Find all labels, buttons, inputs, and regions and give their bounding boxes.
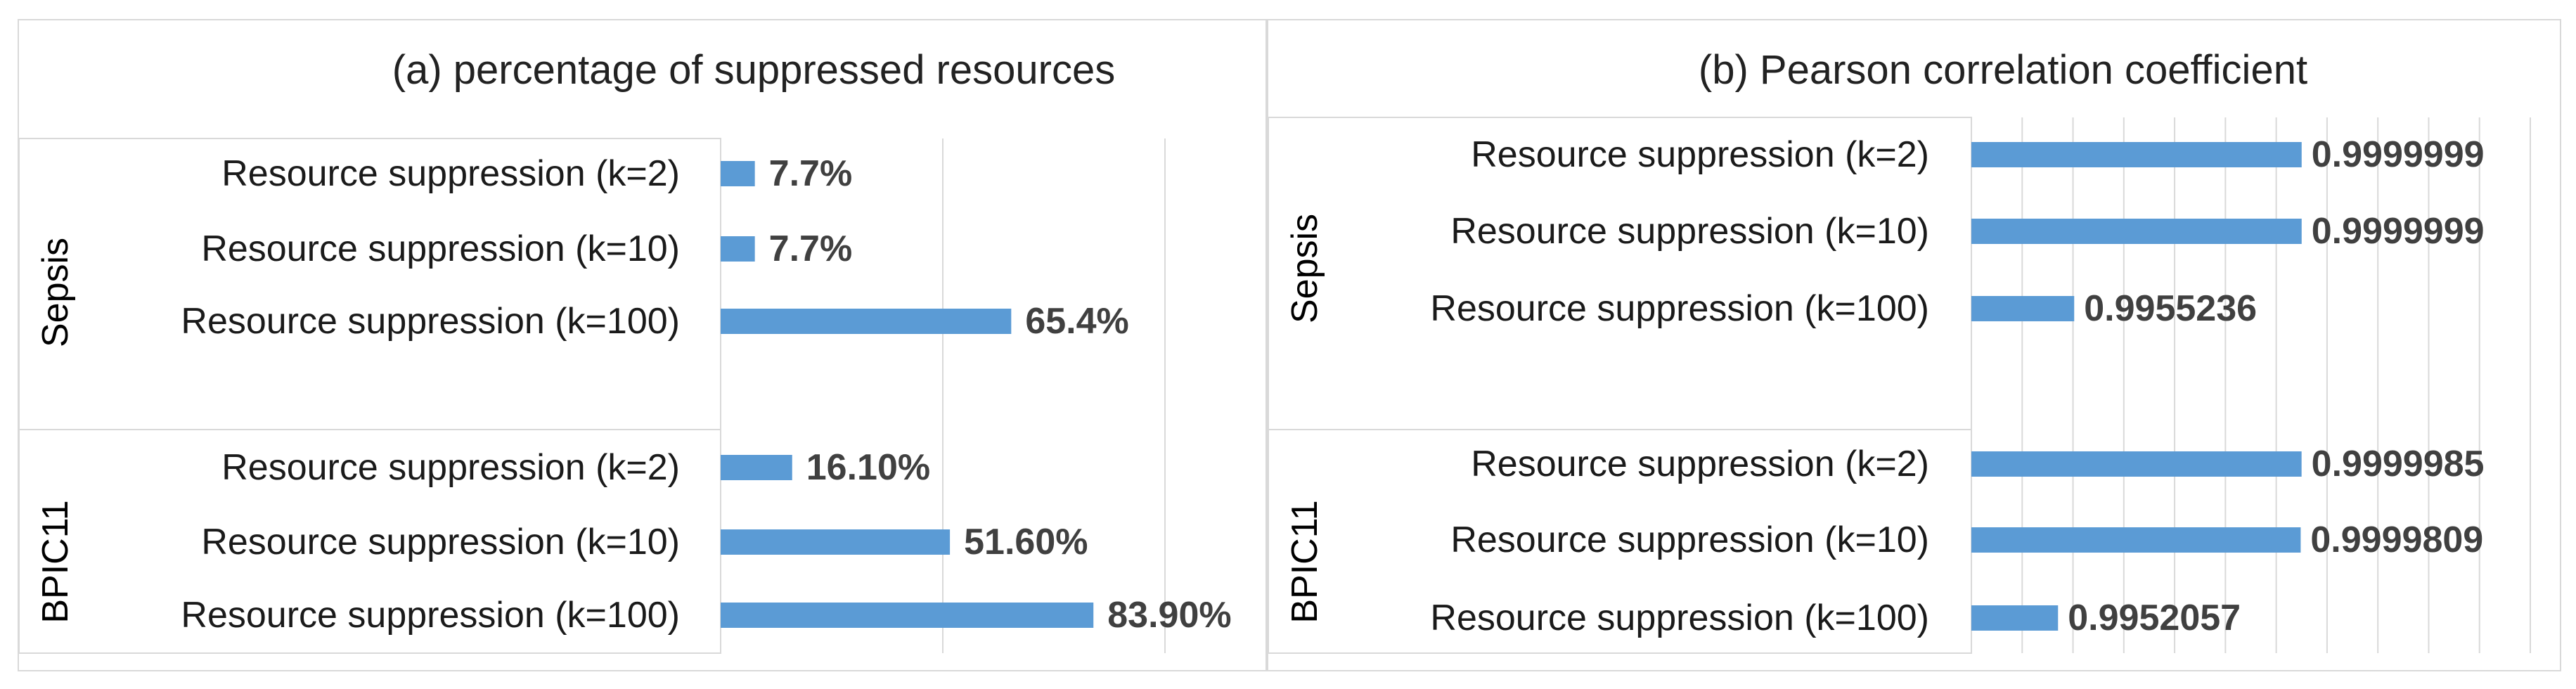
bar — [721, 603, 1094, 628]
bar — [721, 309, 1012, 334]
category-label: Resource suppression (k=2) — [221, 447, 680, 488]
category-label: Resource suppression (k=10) — [201, 228, 680, 269]
data-label: 0.9955236 — [2084, 288, 2257, 329]
data-label: 65.4% — [1025, 301, 1128, 342]
data-label: 51.60% — [964, 522, 1088, 562]
bar — [1971, 451, 2302, 477]
chart-suppressed-resources: (a) percentage of suppressed resources Se… — [19, 47, 1232, 654]
data-label: 7.7% — [769, 228, 853, 269]
chart-title: (b) Pearson correlation coefficient — [1699, 47, 2307, 93]
chart-title: (a) percentage of suppressed resources — [392, 47, 1115, 93]
bar — [721, 529, 951, 555]
bar — [721, 161, 755, 186]
bar — [721, 455, 792, 480]
data-label: 16.10% — [806, 447, 930, 488]
category-label: Resource suppression (k=2) — [221, 153, 680, 194]
bar — [1971, 142, 2302, 167]
bar — [721, 236, 755, 262]
bar — [1971, 296, 2075, 321]
group-label: Sepsis — [1284, 214, 1325, 323]
data-label: 0.9999999 — [2312, 134, 2485, 175]
chart-pearson-correlation: (b) Pearson correlation coefficient Sepsi… — [1268, 47, 2531, 654]
bar — [1971, 219, 2302, 244]
data-label: 83.90% — [1107, 595, 1231, 636]
data-label: 0.9952057 — [2068, 598, 2241, 638]
chart-panel-pearson-correlation: (b) Pearson correlation coefficient Sepsi… — [1267, 19, 2561, 671]
category-label: Resource suppression (k=2) — [1471, 134, 1929, 175]
category-label: Resource suppression (k=100) — [1430, 598, 1929, 638]
category-label: Resource suppression (k=2) — [1471, 444, 1929, 484]
data-label: 0.9999809 — [2310, 520, 2483, 560]
data-label: 7.7% — [769, 153, 853, 194]
category-label: Resource suppression (k=10) — [201, 522, 680, 562]
data-label: 0.9999985 — [2312, 444, 2485, 484]
category-label: Resource suppression (k=10) — [1450, 211, 1929, 252]
category-label: Resource suppression (k=100) — [181, 595, 680, 636]
bar — [1971, 605, 2059, 631]
chart-panel-suppressed-resources: (a) percentage of suppressed resources Se… — [18, 19, 1267, 671]
data-label: 0.9999999 — [2312, 211, 2485, 252]
category-label: Resource suppression (k=100) — [1430, 288, 1929, 329]
bar — [1971, 527, 2301, 553]
category-label: Resource suppression (k=100) — [181, 301, 680, 342]
category-label: Resource suppression (k=10) — [1450, 520, 1929, 560]
group-label: Sepsis — [35, 238, 76, 347]
group-label: BPIC11 — [1284, 500, 1325, 623]
group-label: BPIC11 — [35, 500, 76, 623]
